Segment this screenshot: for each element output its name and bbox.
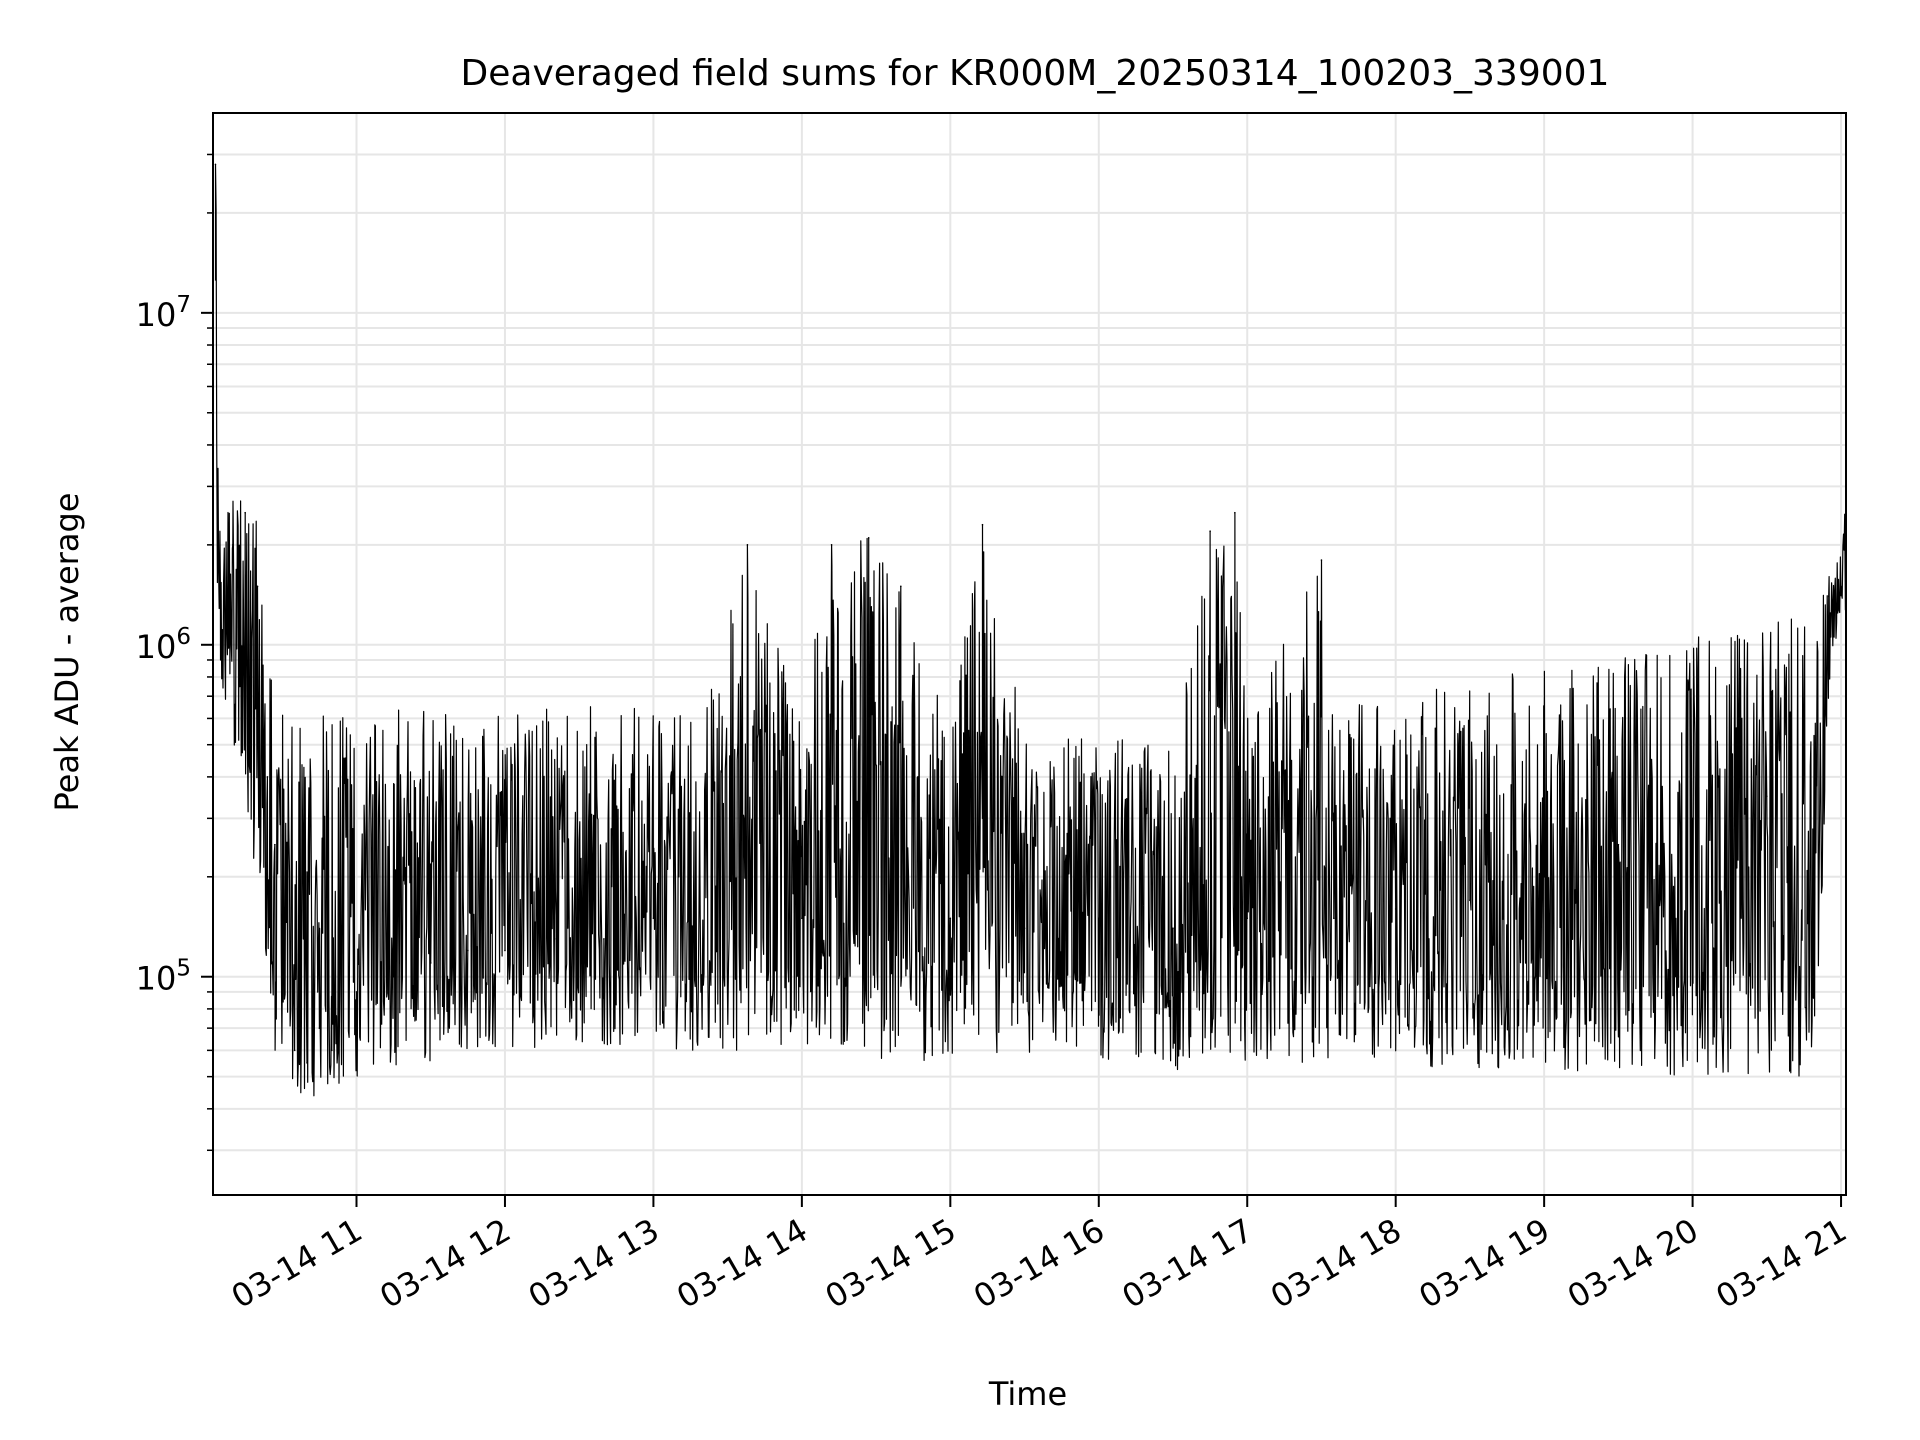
data-point bbox=[1023, 927, 1026, 930]
data-point bbox=[603, 938, 605, 940]
data-point bbox=[330, 1049, 333, 1052]
data-point bbox=[281, 975, 284, 978]
data-point bbox=[746, 544, 749, 546]
data-point bbox=[231, 544, 234, 546]
data-point bbox=[392, 975, 395, 978]
data-point bbox=[318, 1027, 321, 1029]
data-point bbox=[900, 585, 902, 588]
data-point bbox=[830, 544, 833, 546]
data-point bbox=[1172, 927, 1174, 930]
chart-title: Deaveraged field sums for KR000M_2025031… bbox=[461, 53, 1610, 94]
y-axis-label: Peak ADU - average bbox=[48, 493, 86, 812]
data-point bbox=[293, 1049, 296, 1052]
data-point bbox=[266, 776, 269, 778]
data-point bbox=[1209, 530, 1211, 532]
data-point bbox=[1469, 899, 1471, 902]
data-point bbox=[1543, 876, 1545, 878]
data-point bbox=[702, 938, 704, 940]
data-point bbox=[1097, 917, 1100, 920]
data-point bbox=[553, 938, 556, 940]
data-point bbox=[504, 949, 506, 952]
data-point bbox=[801, 917, 803, 920]
data-point bbox=[219, 585, 222, 588]
data-point bbox=[1815, 776, 1818, 778]
data-point bbox=[1617, 843, 1620, 846]
data-point bbox=[1827, 595, 1830, 598]
data-point bbox=[214, 163, 217, 166]
data-point bbox=[1333, 917, 1335, 920]
data-point bbox=[1246, 917, 1249, 920]
series-line bbox=[214, 163, 1847, 1097]
y-tick-label: 105 bbox=[136, 956, 191, 998]
data-point bbox=[429, 962, 432, 964]
data-point bbox=[1394, 908, 1397, 910]
data-point bbox=[1234, 511, 1236, 514]
x-axis-label: Time bbox=[988, 1375, 1067, 1413]
data-point bbox=[306, 1062, 308, 1064]
data-point bbox=[1320, 559, 1323, 561]
data-point bbox=[1691, 817, 1694, 820]
data-point bbox=[867, 537, 870, 539]
data-point bbox=[981, 523, 984, 526]
data-point bbox=[1840, 585, 1842, 588]
data-point bbox=[652, 917, 655, 920]
data-point bbox=[467, 949, 469, 952]
data-point bbox=[274, 843, 276, 846]
data-point bbox=[949, 917, 952, 920]
data-point bbox=[355, 991, 358, 993]
y-tick-label: 107 bbox=[136, 292, 191, 334]
data-point bbox=[256, 585, 259, 588]
data-point bbox=[1766, 795, 1768, 797]
y-tick-label: 106 bbox=[136, 624, 191, 666]
plot-frame bbox=[212, 112, 1847, 1196]
data-point bbox=[244, 511, 246, 514]
